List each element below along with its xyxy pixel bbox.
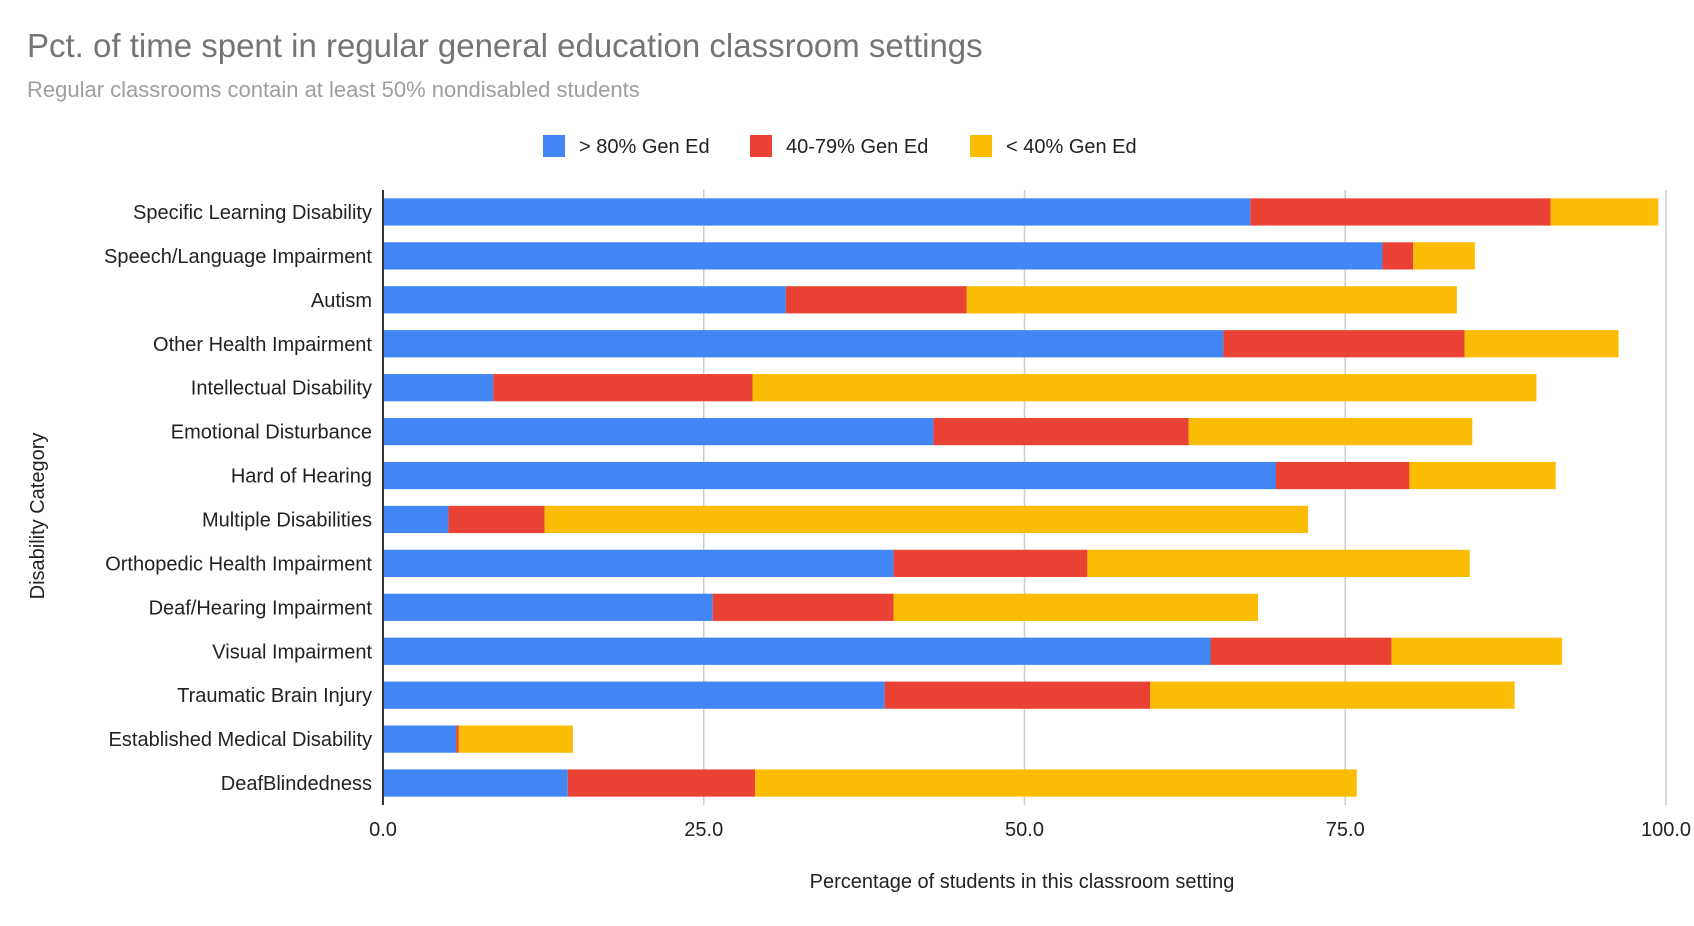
- category-label-12: Established Medical Disability: [109, 729, 372, 751]
- bar-11-series-1: [884, 681, 1151, 709]
- x-tick-label-0: 0.0: [369, 819, 397, 841]
- bar-13-series-0: [383, 769, 568, 797]
- bar-13-series-2: [755, 769, 1357, 797]
- bar-0-series-0: [383, 198, 1251, 226]
- bar-5-series-1: [933, 417, 1189, 446]
- bar-12-series-1: [456, 725, 459, 753]
- bar-12-series-0: [383, 725, 457, 753]
- bar-10-series-2: [1391, 637, 1563, 665]
- bar-1-series-2: [1413, 242, 1475, 270]
- category-label-5: Emotional Disturbance: [171, 422, 372, 444]
- bar-11-series-2: [1150, 681, 1515, 709]
- legend-label-0: > 80% Gen Ed: [579, 136, 710, 158]
- chart-title: Pct. of time spent in regular general ed…: [27, 27, 983, 64]
- bar-0-series-2: [1550, 198, 1659, 226]
- category-label-9: Deaf/Hearing Impairment: [149, 597, 373, 619]
- category-label-3: Other Health Impairment: [153, 334, 372, 356]
- x-tick-label-1: 25.0: [684, 819, 723, 841]
- legend-swatch-1: [750, 135, 772, 157]
- legend-swatch-2: [970, 135, 992, 157]
- category-label-1: Speech/Language Impairment: [104, 246, 372, 268]
- legend: > 80% Gen Ed 40-79% Gen Ed < 40% Gen Ed: [543, 135, 1137, 158]
- bar-1-series-0: [383, 242, 1383, 270]
- legend-swatch-0: [543, 135, 565, 157]
- x-tick-label-2: 50.0: [1005, 819, 1044, 841]
- bar-7-series-0: [383, 505, 449, 534]
- x-tick-label-3: 75.0: [1326, 819, 1365, 841]
- category-label-6: Hard of Hearing: [231, 466, 372, 488]
- category-label-8: Orthopedic Health Impairment: [105, 553, 372, 575]
- bar-4-series-1: [493, 374, 753, 402]
- bar-5-series-0: [383, 417, 934, 446]
- bar-7-series-1: [448, 505, 545, 534]
- x-tick-labels: 0.0 25.0 50.0 75.0 100.0: [369, 819, 1691, 841]
- bar-8-series-0: [383, 549, 894, 578]
- bar-3-series-2: [1464, 330, 1619, 358]
- bar-3-series-0: [383, 330, 1224, 358]
- bar-8-series-2: [1087, 549, 1470, 578]
- bars: [383, 198, 1659, 797]
- x-axis-title: Percentage of students in this classroom…: [810, 871, 1235, 893]
- bar-9-series-0: [383, 593, 713, 621]
- x-tick-label-4: 100.0: [1641, 819, 1691, 841]
- category-label-11: Traumatic Brain Injury: [177, 685, 372, 707]
- category-label-0: Specific Learning Disability: [133, 202, 372, 224]
- legend-label-2: < 40% Gen Ed: [1006, 136, 1137, 158]
- bar-6-series-0: [383, 461, 1276, 490]
- bar-2-series-2: [966, 286, 1457, 314]
- bar-9-series-1: [712, 593, 894, 621]
- bar-9-series-2: [893, 593, 1259, 621]
- bar-11-series-0: [383, 681, 885, 709]
- bar-6-series-2: [1409, 461, 1556, 490]
- bar-13-series-1: [567, 769, 756, 797]
- category-labels: Specific Learning Disability Speech/Langu…: [104, 202, 372, 795]
- bar-2-series-0: [383, 286, 786, 314]
- bar-2-series-1: [785, 286, 967, 314]
- bar-4-series-0: [383, 374, 494, 402]
- bar-10-series-0: [383, 637, 1211, 665]
- category-label-13: DeafBlindedness: [221, 773, 372, 795]
- category-label-4: Intellectual Disability: [191, 378, 372, 400]
- legend-label-1: 40-79% Gen Ed: [786, 136, 928, 158]
- category-label-2: Autism: [311, 290, 372, 312]
- bar-6-series-1: [1275, 461, 1410, 490]
- bar-12-series-2: [458, 725, 573, 753]
- y-axis-title: Disability Category: [27, 433, 49, 600]
- chart-subtitle: Regular classrooms contain at least 50% …: [27, 77, 640, 102]
- category-label-10: Visual Impairment: [212, 641, 372, 663]
- bar-0-series-1: [1250, 198, 1551, 226]
- bar-3-series-1: [1223, 330, 1465, 358]
- bar-1-series-1: [1382, 242, 1414, 270]
- gridlines: [703, 190, 1667, 805]
- bar-7-series-2: [544, 505, 1309, 534]
- bar-5-series-2: [1188, 417, 1473, 446]
- bar-4-series-2: [752, 374, 1537, 402]
- bar-8-series-1: [893, 549, 1088, 578]
- category-label-7: Multiple Disabilities: [202, 509, 372, 531]
- bar-10-series-1: [1210, 637, 1392, 665]
